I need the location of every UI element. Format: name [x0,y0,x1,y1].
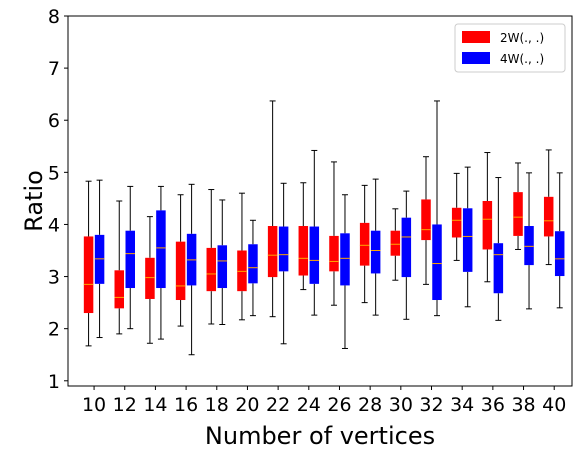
box-body [237,250,247,292]
box-4w-24 [309,149,320,316]
y-tick-label: 3 [48,267,60,289]
box-body [421,199,431,241]
box-2w-22 [267,100,278,318]
box-4w-12 [125,185,135,330]
box-2w-24 [298,182,309,291]
box-2w-18 [206,189,217,325]
box-body [94,234,105,284]
box-body [390,230,401,256]
box-body [156,210,166,289]
x-tick-label: 28 [358,394,382,416]
x-tick-label: 30 [389,394,413,416]
box-body [482,201,493,250]
x-tick-label: 34 [450,394,474,416]
box-body [125,230,135,289]
x-tick-label: 38 [511,394,535,416]
box-body [554,231,565,277]
box-2w-38 [513,162,523,250]
x-tick-label: 12 [113,394,137,416]
box-4w-28 [370,178,381,316]
legend-label-2w: 2W(., .) [500,31,544,45]
box-body [401,217,412,278]
box-body [524,226,534,266]
y-tick-label: 6 [48,110,60,132]
box-4w-20 [248,219,258,317]
box-4w-16 [186,183,197,356]
legend-label-4w: 4W(., .) [500,52,544,66]
x-tick-label: 18 [205,394,229,416]
y-tick-label: 8 [48,6,60,28]
box-body [248,244,258,284]
x-tick-label: 32 [419,394,443,416]
box-body [340,233,350,286]
x-tick-label: 40 [542,394,566,416]
box-2w-34 [451,172,462,261]
box-4w-14 [156,185,166,340]
box-4w-38 [524,172,534,310]
box-body [217,245,228,289]
box-2w-14 [145,216,155,344]
box-4w-22 [278,182,289,345]
y-axis: 1 2 3 4 5 6 7 8 [48,6,68,393]
y-tick-label: 5 [48,162,60,184]
box-2w-40 [543,149,554,266]
box-body [359,222,370,266]
legend: 2W(., .) 4W(., .) [454,23,566,73]
y-axis-label: Ratio [20,170,48,232]
box-body [432,224,442,301]
box-2w-20 [237,192,247,321]
box-body [513,192,523,236]
box-4w-30 [401,190,412,320]
box-body [83,236,94,314]
y-tick-label: 1 [48,371,60,393]
box-2w-28 [359,184,370,304]
x-axis-label: Number of vertices [205,422,435,450]
box-4w-32 [432,100,442,317]
box-2w-12 [114,200,124,335]
box-body [462,208,473,272]
x-tick-label: 22 [266,394,290,416]
x-axis: 10 12 14 16 18 20 22 24 26 28 30 32 34 36 38 40 [82,386,566,416]
x-tick-label: 26 [327,394,351,416]
box-body [267,226,278,278]
x-tick-label: 16 [174,394,198,416]
box-body [278,226,289,272]
legend-swatch-4w [462,52,490,64]
box-4w-40 [554,172,565,309]
box-2w-36 [482,152,493,283]
x-tick-label: 36 [481,394,505,416]
box-2w-30 [390,208,401,281]
box-4w-18 [217,199,228,326]
box-body [370,230,381,274]
plot-marks [83,100,565,356]
box-body [145,257,155,299]
x-tick-label: 10 [82,394,106,416]
y-tick-label: 2 [48,319,60,341]
box-2w-10 [83,180,94,347]
box-4w-26 [340,194,350,349]
box-4w-36 [493,177,504,321]
y-tick-label: 4 [48,214,60,236]
box-body [493,243,504,294]
x-tick-label: 20 [235,394,259,416]
box-body [451,207,462,238]
box-body [175,241,186,301]
legend-swatch-2w [462,31,490,43]
plot-frame [67,15,573,387]
box-body [329,235,339,272]
box-body [309,226,320,284]
x-tick-label: 14 [143,394,167,416]
box-body [206,247,217,292]
box-4w-10 [94,179,105,339]
box-2w-16 [175,194,186,327]
box-body [114,270,124,309]
box-4w-34 [462,166,473,308]
box-body [543,196,554,237]
x-tick-label: 24 [297,394,321,416]
box-2w-26 [329,161,339,306]
y-tick-label: 7 [48,58,60,80]
box-2w-32 [421,156,431,285]
box-body [298,226,309,276]
